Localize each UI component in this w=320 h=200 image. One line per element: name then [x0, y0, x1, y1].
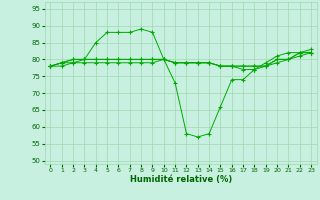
X-axis label: Humidité relative (%): Humidité relative (%): [130, 175, 232, 184]
